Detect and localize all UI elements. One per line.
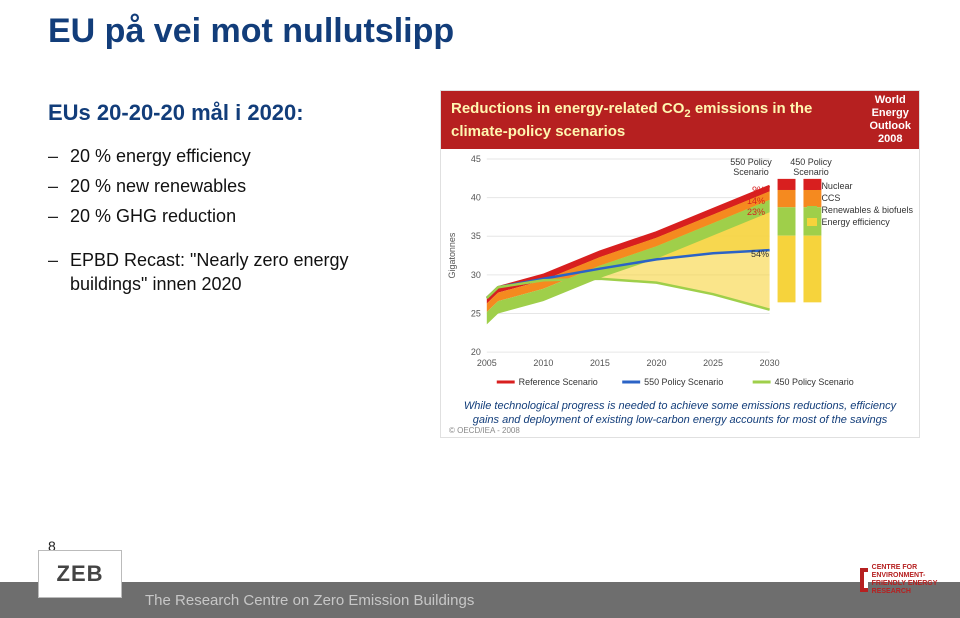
footer-text: The Research Centre on Zero Emission Bui… bbox=[145, 592, 474, 609]
chart-copyright: © OECD/IEA - 2008 bbox=[449, 426, 520, 435]
dash-icon: – bbox=[48, 248, 70, 272]
svg-text:20: 20 bbox=[471, 347, 481, 357]
bullet-text: 20 % energy efficiency bbox=[70, 144, 251, 168]
svg-text:Reference Scenario: Reference Scenario bbox=[519, 377, 598, 387]
svg-text:35: 35 bbox=[471, 231, 481, 241]
svg-text:30: 30 bbox=[471, 270, 481, 280]
svg-text:2025: 2025 bbox=[703, 358, 723, 368]
bullet-text: 20 % new renewables bbox=[70, 174, 246, 198]
svg-text:25: 25 bbox=[471, 308, 481, 318]
svg-text:40: 40 bbox=[471, 193, 481, 203]
bullet-item: – EPBD Recast: "Nearly zero energy build… bbox=[48, 248, 408, 296]
svg-text:45: 45 bbox=[471, 154, 481, 164]
svg-text:2020: 2020 bbox=[647, 358, 667, 368]
bullet-item: – 20 % GHG reduction bbox=[48, 204, 408, 228]
dash-icon: – bbox=[48, 174, 70, 198]
svg-text:2005: 2005 bbox=[477, 358, 497, 368]
chart-caption: While technological progress is needed t… bbox=[441, 399, 919, 427]
stack-title-550: 550 Policy Scenario bbox=[721, 157, 781, 177]
zeb-logo-text: ZEB bbox=[57, 561, 104, 587]
fme-logo: CENTRE FOR ENVIRONMENT-FRIENDLY ENERGY R… bbox=[860, 560, 938, 600]
fme-label: CENTRE FOR ENVIRONMENT-FRIENDLY ENERGY R… bbox=[872, 564, 938, 596]
slide-title: EU på vei mot nullutslipp bbox=[48, 12, 454, 51]
stack-title-450: 450 Policy Scenario bbox=[781, 157, 841, 177]
bullet-text: 20 % GHG reduction bbox=[70, 204, 236, 228]
svg-text:2030: 2030 bbox=[760, 358, 780, 368]
zeb-logo: ZEB bbox=[38, 550, 122, 598]
slide-subtitle: EUs 20-20-20 mål i 2020: bbox=[48, 100, 304, 126]
chart-source-badge: WorldEnergyOutlook2008 bbox=[861, 94, 919, 146]
bullet-item: – 20 % new renewables bbox=[48, 174, 408, 198]
bullet-list: – 20 % energy efficiency – 20 % new rene… bbox=[48, 144, 408, 302]
fme-icon bbox=[860, 568, 868, 592]
svg-text:2010: 2010 bbox=[533, 358, 553, 368]
chart-title: Reductions in energy-related CO2 emissio… bbox=[441, 100, 861, 141]
svg-text:2015: 2015 bbox=[590, 358, 610, 368]
dash-icon: – bbox=[48, 144, 70, 168]
bullet-text: EPBD Recast: "Nearly zero energy buildin… bbox=[70, 248, 408, 296]
footer: ZEB The Research Centre on Zero Emission… bbox=[0, 562, 960, 618]
pct-550-eff: 54% bbox=[751, 249, 769, 259]
chart-header: Reductions in energy-related CO2 emissio… bbox=[441, 91, 919, 149]
svg-text:550 Policy Scenario: 550 Policy Scenario bbox=[644, 377, 723, 387]
chart-panel: Reductions in energy-related CO2 emissio… bbox=[440, 90, 920, 438]
chart-plot: 202530354045200520102015202020252030Giga… bbox=[441, 149, 919, 397]
dash-icon: – bbox=[48, 204, 70, 228]
svg-text:450 Policy Scenario: 450 Policy Scenario bbox=[775, 377, 854, 387]
wedge-legend: NuclearCCSRenewables & biofuelsEnergy ef… bbox=[807, 181, 913, 229]
bullet-item: – 20 % energy efficiency bbox=[48, 144, 408, 168]
pct-550: 9%14%23% bbox=[747, 185, 765, 218]
svg-text:Gigatonnes: Gigatonnes bbox=[447, 232, 457, 278]
